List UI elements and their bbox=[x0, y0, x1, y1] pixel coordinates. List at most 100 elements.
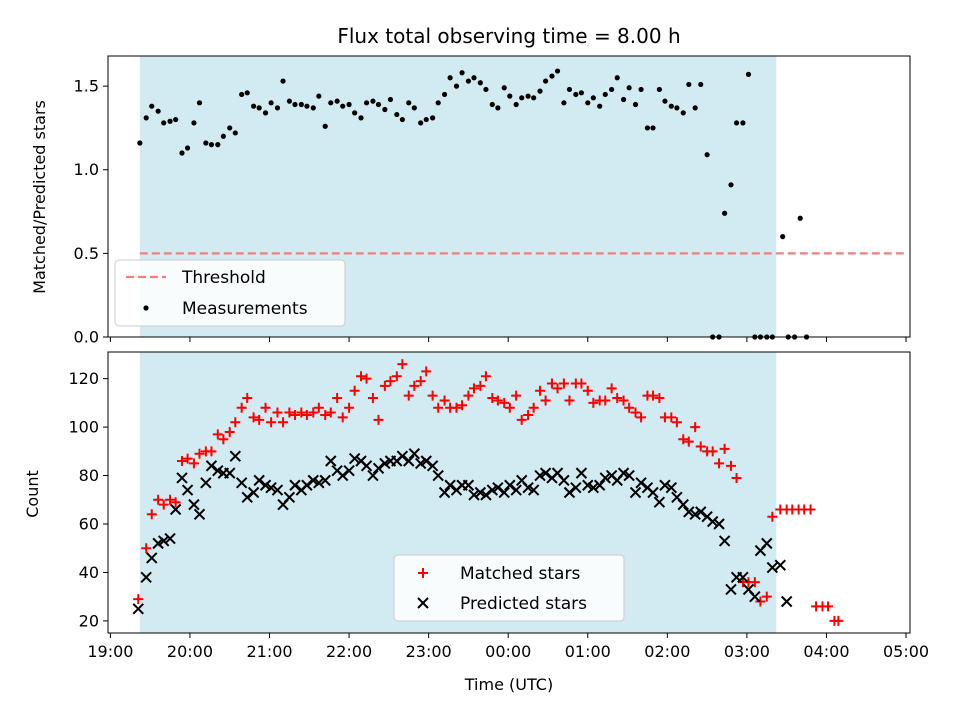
data-point bbox=[244, 90, 250, 96]
data-point bbox=[614, 75, 620, 81]
data-point bbox=[704, 152, 710, 158]
data-point bbox=[725, 460, 736, 471]
data-point bbox=[284, 407, 295, 418]
data-point bbox=[203, 140, 209, 146]
data-point bbox=[600, 395, 611, 406]
data-point bbox=[212, 429, 223, 440]
legend-bottom: Matched stars Predicted stars bbox=[393, 554, 625, 622]
data-point bbox=[468, 489, 480, 501]
data-point bbox=[570, 481, 582, 494]
y-tick-label: 0.0 bbox=[74, 328, 99, 347]
data-point bbox=[513, 101, 519, 108]
x-tick-label: 00:00 bbox=[485, 642, 531, 661]
data-point bbox=[343, 464, 355, 477]
data-point bbox=[161, 120, 167, 126]
data-point bbox=[206, 446, 217, 457]
data-point bbox=[563, 486, 576, 499]
data-point bbox=[733, 120, 740, 126]
y-tick-label: 1.0 bbox=[74, 160, 99, 179]
data-point bbox=[251, 103, 257, 109]
data-point bbox=[659, 479, 671, 491]
data-point bbox=[540, 395, 551, 406]
data-point bbox=[191, 120, 197, 126]
data-point bbox=[385, 376, 396, 387]
data-point bbox=[379, 380, 390, 391]
data-point bbox=[680, 110, 686, 116]
y-tick-label: 20 bbox=[79, 611, 99, 630]
data-point bbox=[609, 86, 615, 93]
x-tick-label: 02:00 bbox=[644, 642, 690, 661]
data-point bbox=[430, 115, 436, 121]
data-point bbox=[650, 125, 656, 131]
data-point bbox=[325, 407, 336, 418]
data-point bbox=[316, 93, 322, 99]
data-point bbox=[588, 397, 599, 408]
data-point bbox=[761, 591, 772, 602]
data-point bbox=[487, 393, 498, 404]
data-point bbox=[678, 434, 689, 445]
data-point bbox=[525, 93, 531, 99]
data-point bbox=[133, 594, 144, 605]
data-point bbox=[690, 422, 701, 433]
data-point bbox=[367, 469, 379, 482]
data-point bbox=[523, 409, 534, 420]
data-point bbox=[391, 371, 402, 382]
data-point bbox=[415, 376, 426, 387]
data-point bbox=[620, 96, 627, 103]
bottom-y-axis-label: Count bbox=[23, 470, 42, 518]
data-point bbox=[653, 496, 666, 508]
legend-box bbox=[393, 554, 625, 622]
data-point bbox=[271, 484, 284, 496]
data-point bbox=[253, 474, 265, 487]
data-point bbox=[411, 105, 417, 111]
data-point bbox=[578, 90, 585, 96]
data-point bbox=[337, 412, 348, 423]
x-axis-label: Time (UTC) bbox=[464, 675, 553, 694]
data-point bbox=[507, 93, 513, 99]
data-point bbox=[714, 458, 725, 469]
x-tick-label: 03:00 bbox=[724, 642, 770, 661]
data-point bbox=[188, 498, 200, 511]
data-point bbox=[677, 498, 689, 511]
data-point bbox=[549, 73, 555, 79]
data-point bbox=[418, 120, 424, 126]
data-point bbox=[774, 559, 787, 571]
data-point bbox=[635, 477, 647, 489]
data-point bbox=[408, 448, 421, 460]
data-point bbox=[409, 380, 420, 391]
data-point bbox=[141, 543, 152, 554]
data-point bbox=[626, 85, 632, 91]
data-point bbox=[668, 103, 674, 109]
data-point bbox=[535, 385, 546, 396]
data-point bbox=[181, 484, 194, 496]
data-point bbox=[638, 86, 644, 93]
data-point bbox=[179, 150, 185, 156]
data-point bbox=[674, 105, 680, 111]
data-point bbox=[805, 504, 816, 515]
data-point bbox=[169, 503, 182, 516]
data-point bbox=[208, 142, 215, 148]
data-point bbox=[373, 414, 384, 425]
axes-frame bbox=[107, 55, 911, 338]
x-tick-label: 23:00 bbox=[406, 642, 452, 661]
data-point bbox=[587, 481, 600, 494]
data-point bbox=[149, 103, 155, 109]
data-point bbox=[531, 95, 537, 101]
data-point bbox=[332, 393, 343, 404]
data-point bbox=[740, 120, 746, 126]
data-point bbox=[713, 518, 725, 530]
data-point bbox=[499, 397, 510, 408]
x-tick-label: 20:00 bbox=[167, 642, 213, 661]
data-point bbox=[170, 497, 181, 508]
data-point bbox=[662, 98, 668, 104]
data-point bbox=[215, 142, 221, 148]
data-point bbox=[654, 393, 665, 404]
data-point bbox=[630, 407, 641, 418]
data-point bbox=[780, 595, 793, 608]
data-point bbox=[235, 477, 248, 489]
data-point bbox=[340, 103, 346, 109]
data-point bbox=[262, 110, 269, 116]
y-tick-label: 1.5 bbox=[74, 77, 99, 96]
series-measurements bbox=[137, 68, 810, 340]
